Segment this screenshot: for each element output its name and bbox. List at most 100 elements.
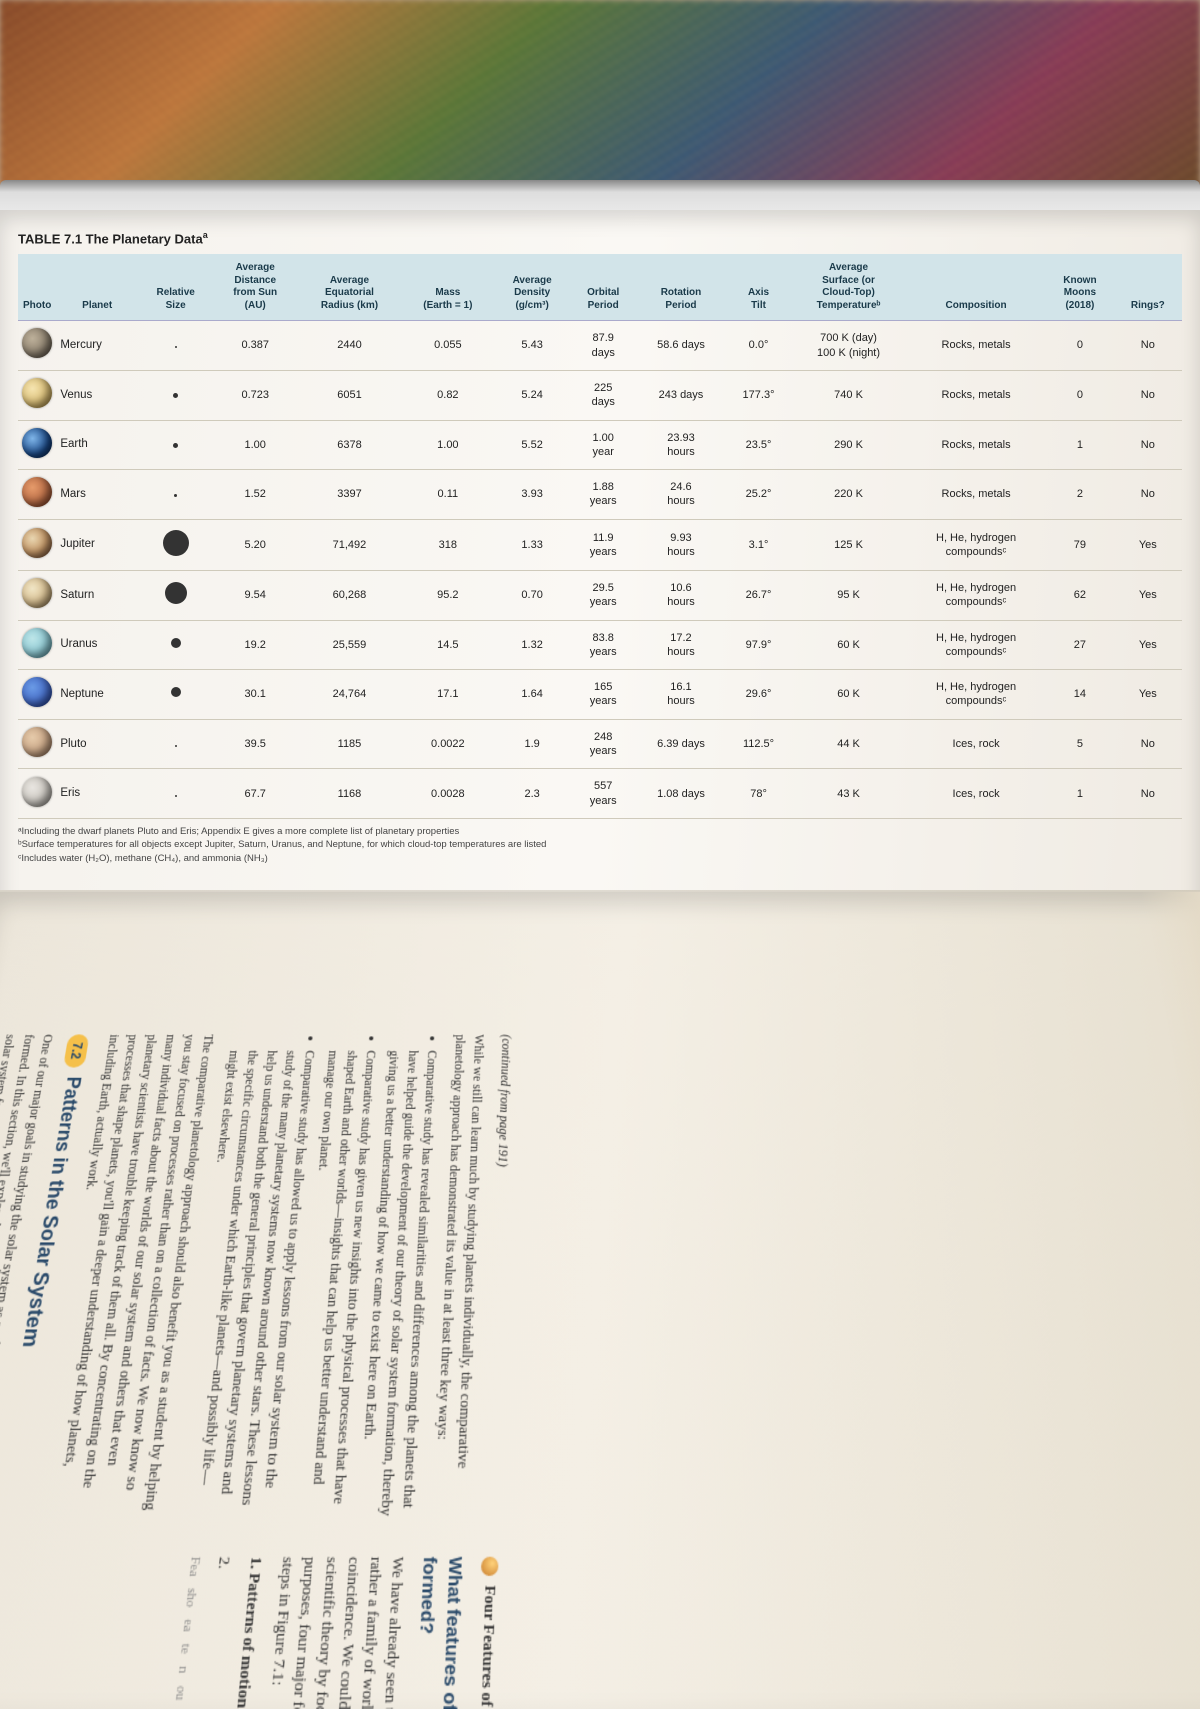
planet-icon: [22, 628, 52, 658]
data-cell: 27: [1046, 620, 1113, 670]
footnote-line: ᶜIncludes water (H₂O), methane (CH₄), an…: [18, 852, 1182, 865]
relative-size-cell: [138, 370, 213, 420]
column-header: Planet: [56, 254, 138, 321]
data-cell: 2.3: [494, 769, 570, 819]
data-cell: 29.5years: [570, 571, 636, 621]
planet-photo-cell: [18, 321, 56, 371]
data-cell: 2440: [297, 321, 402, 371]
data-cell: No: [1114, 769, 1182, 819]
planet-name: Eris: [56, 769, 138, 819]
planet-icon: [22, 578, 52, 608]
data-cell: 1.32: [494, 620, 570, 670]
table-title-text: TABLE 7.1 The Planetary Data: [18, 231, 203, 246]
data-cell: 3.1°: [726, 519, 791, 570]
column-header: RelativeSize: [138, 254, 213, 321]
data-cell: 125 K: [791, 519, 906, 570]
data-cell: 39.5: [213, 719, 297, 769]
column-header: AverageEquatorialRadius (km): [297, 254, 402, 321]
data-cell: 318: [402, 519, 494, 570]
relative-size-cell: [138, 321, 213, 371]
size-dot-icon: [173, 443, 178, 448]
data-cell: 5.24: [494, 370, 570, 420]
data-cell: 62: [1046, 571, 1113, 621]
data-cell: 19.2: [213, 620, 297, 670]
data-cell: 95 K: [791, 571, 906, 621]
data-cell: Yes: [1114, 620, 1182, 670]
column-header: Composition: [906, 254, 1046, 321]
data-cell: H, He, hydrogencompoundsᶜ: [906, 620, 1046, 670]
data-cell: Yes: [1114, 670, 1182, 720]
background-texture: [0, 0, 1200, 200]
table-body: Mercury0.38724400.0555.4387.9days58.6 da…: [18, 321, 1182, 819]
data-cell: 225days: [570, 370, 636, 420]
data-cell: 71,492: [297, 519, 402, 570]
data-cell: 1: [1046, 420, 1113, 470]
data-cell: 9.54: [213, 571, 297, 621]
data-cell: 67.7: [213, 769, 297, 819]
relative-size-cell: [138, 571, 213, 621]
planet-photo-cell: [18, 519, 56, 570]
planet-photo-cell: [18, 370, 56, 420]
data-cell: 1.64: [494, 670, 570, 720]
data-cell: 24,764: [297, 670, 402, 720]
data-cell: 1: [1046, 769, 1113, 819]
size-dot-icon: [175, 795, 177, 797]
data-cell: 2: [1046, 470, 1113, 520]
column-header: KnownMoons(2018): [1046, 254, 1113, 321]
data-cell: Rocks, metals: [906, 321, 1046, 371]
table-row: Venus0.72360510.825.24225days243 days177…: [18, 370, 1182, 420]
size-dot-icon: [175, 745, 177, 747]
planet-icon: [22, 528, 52, 558]
data-cell: 87.9days: [570, 321, 636, 371]
data-cell: 23.5°: [726, 420, 791, 470]
table-title: TABLE 7.1 The Planetary Dataa: [18, 230, 1182, 246]
data-cell: 25.2°: [726, 470, 791, 520]
planet-name: Saturn: [56, 571, 138, 621]
column-header: AverageDensity(g/cm³): [494, 254, 570, 321]
lower-page-spread: (continued from page 191) While we still…: [0, 890, 1200, 1709]
planet-photo-cell: [18, 719, 56, 769]
planet-name: Neptune: [56, 670, 138, 720]
data-cell: 11.9years: [570, 519, 636, 570]
data-cell: 0.82: [402, 370, 494, 420]
data-cell: Rocks, metals: [906, 470, 1046, 520]
planetary-data-table: PhotoPlanetRelativeSizeAverageDistancefr…: [18, 254, 1182, 819]
data-cell: 557years: [570, 769, 636, 819]
data-cell: 79: [1046, 519, 1113, 570]
table-footnotes: ᵃIncluding the dwarf planets Pluto and E…: [18, 825, 1182, 865]
data-cell: Rocks, metals: [906, 420, 1046, 470]
size-dot-icon: [165, 582, 187, 604]
column-header: OrbitalPeriod: [570, 254, 636, 321]
column-header: AxisTilt: [726, 254, 791, 321]
data-cell: 0.387: [213, 321, 297, 371]
table-header: PhotoPlanetRelativeSizeAverageDistancefr…: [18, 254, 1182, 321]
data-cell: 29.6°: [726, 670, 791, 720]
data-cell: 1.00: [402, 420, 494, 470]
relative-size-cell: [138, 769, 213, 819]
data-cell: 243 days: [636, 370, 726, 420]
planet-name: Jupiter: [56, 519, 138, 570]
data-cell: 220 K: [791, 470, 906, 520]
size-dot-icon: [175, 346, 177, 348]
data-cell: 26.7°: [726, 571, 791, 621]
data-cell: 97.9°: [726, 620, 791, 670]
planet-name: Venus: [56, 370, 138, 420]
planet-icon: [22, 428, 52, 458]
planet-icon: [22, 677, 52, 707]
data-cell: Yes: [1114, 571, 1182, 621]
planet-icon: [22, 328, 52, 358]
data-cell: 3397: [297, 470, 402, 520]
data-cell: Ices, rock: [906, 769, 1046, 819]
planet-icon: [22, 777, 52, 807]
column-header: Mass(Earth = 1): [402, 254, 494, 321]
data-cell: 60 K: [791, 620, 906, 670]
table-title-sup: a: [203, 230, 208, 240]
planet-photo-cell: [18, 769, 56, 819]
data-cell: Yes: [1114, 519, 1182, 570]
data-cell: 95.2: [402, 571, 494, 621]
planet-name: Mars: [56, 470, 138, 520]
sun-icon: [481, 1557, 499, 1576]
data-cell: No: [1114, 470, 1182, 520]
planet-photo-cell: [18, 420, 56, 470]
planet-photo-cell: [18, 620, 56, 670]
